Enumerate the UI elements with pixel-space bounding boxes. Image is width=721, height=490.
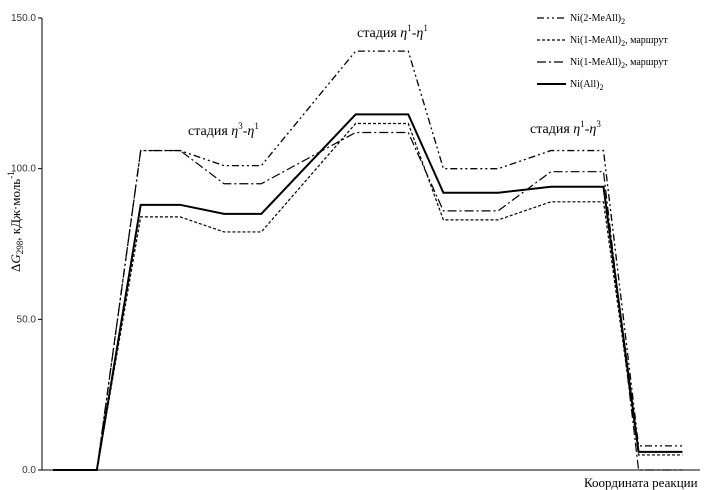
legend: Ni(2-MeAll)2 Ni(1-MeAll)2, маршрут Ni(1-Me… [537, 13, 668, 92]
series-line-2 [52, 131, 683, 471]
y-tick-label: 150.0 [11, 13, 36, 24]
y-tick-label: 100.0 [11, 164, 36, 175]
legend-label: Ni(1-MeAll)2, маршрут [570, 57, 668, 70]
axes: 0.0 50.0 100.0 150.0 [11, 13, 700, 476]
stage-label: стадия η1-η1 [357, 23, 428, 41]
y-axis-title: ΔG298, кДж·моль-1 [6, 171, 25, 272]
legend-label: Ni(2-MeAll)2 [570, 13, 625, 26]
stage-label: стадия η3-η1 [188, 121, 259, 139]
series-lines [52, 50, 683, 471]
y-tick-label: 0.0 [22, 465, 36, 476]
series-line-1 [52, 122, 683, 471]
legend-label: Ni(1-MeAll)2, маршрут [570, 35, 668, 48]
y-axis-label: ΔG298, кДж·моль-1 [6, 171, 25, 272]
legend-label: Ni(All)2 [570, 79, 603, 92]
y-tick-label: 50.0 [17, 314, 37, 325]
stage-label: стадия η1-η3 [530, 119, 601, 137]
x-axis-label: Координата реакции [584, 475, 698, 490]
series-line-0 [52, 50, 683, 471]
annotations: стадия η3-η1 стадия η1-η1 стадия η1-η3 [188, 23, 601, 139]
series-line-3 [52, 113, 683, 471]
